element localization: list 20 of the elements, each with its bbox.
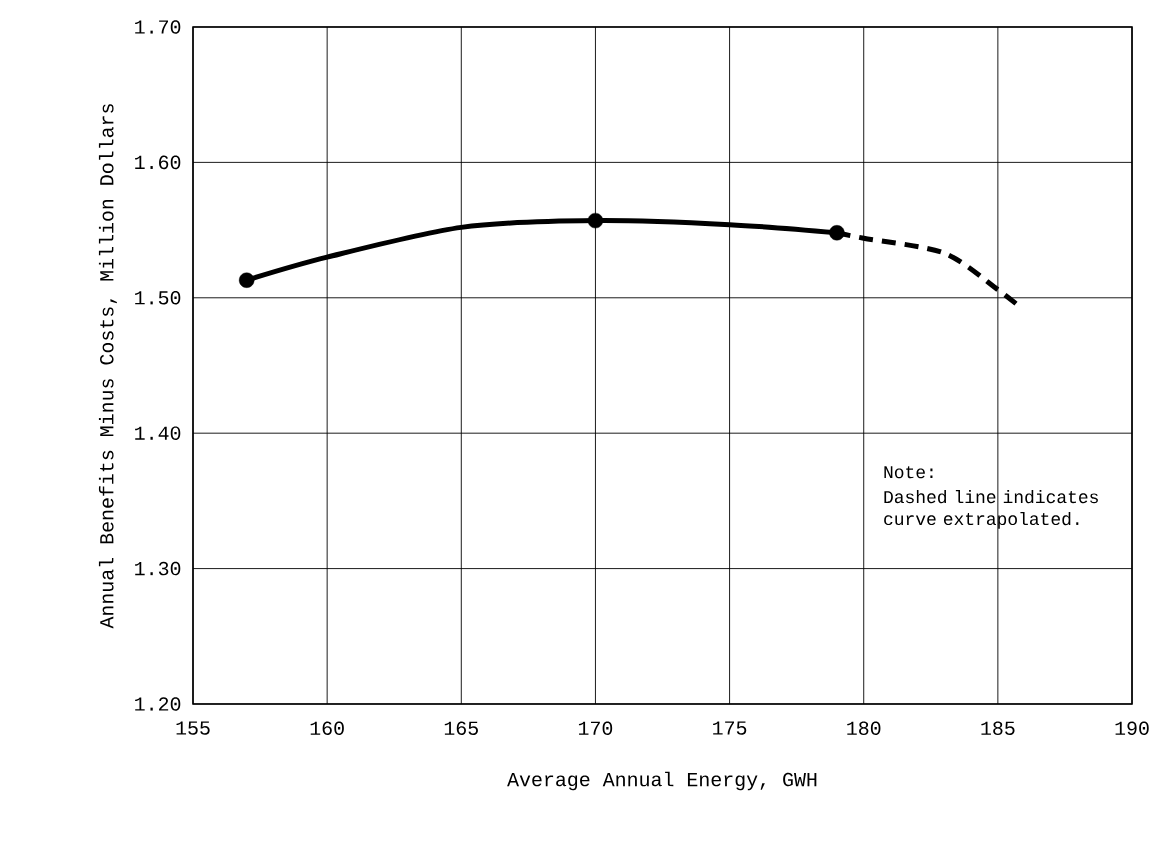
annotation: Note: bbox=[884, 466, 933, 479]
x-tick-label: 165 bbox=[444, 721, 478, 735]
y-tick-label: 1.20 bbox=[135, 697, 181, 711]
point bbox=[238, 272, 255, 288]
x-tick-label: 160 bbox=[310, 721, 344, 735]
y-tick-label: 1.40 bbox=[135, 426, 181, 440]
point bbox=[587, 212, 604, 229]
y-tick-label: 1.70 bbox=[135, 20, 181, 34]
y-tick-label: 1.30 bbox=[135, 561, 181, 576]
x-tick-label: 170 bbox=[578, 721, 613, 735]
x-tick-label: 185 bbox=[981, 721, 1015, 735]
y-tick-label: 1.50 bbox=[135, 291, 181, 305]
x-tick-label: 155 bbox=[176, 721, 210, 735]
y-tick-label: 1.60 bbox=[135, 155, 181, 170]
x-tick-label: 190 bbox=[1115, 721, 1149, 735]
x-axis-title: Average Annual Energy, GWH bbox=[507, 771, 817, 791]
x-tick-label: 175 bbox=[713, 721, 747, 735]
x-tick-label: 180 bbox=[847, 721, 881, 735]
y-axis-title: Annual Benefits Minus Costs, Million Dollars bbox=[98, 104, 117, 629]
point bbox=[829, 225, 845, 241]
